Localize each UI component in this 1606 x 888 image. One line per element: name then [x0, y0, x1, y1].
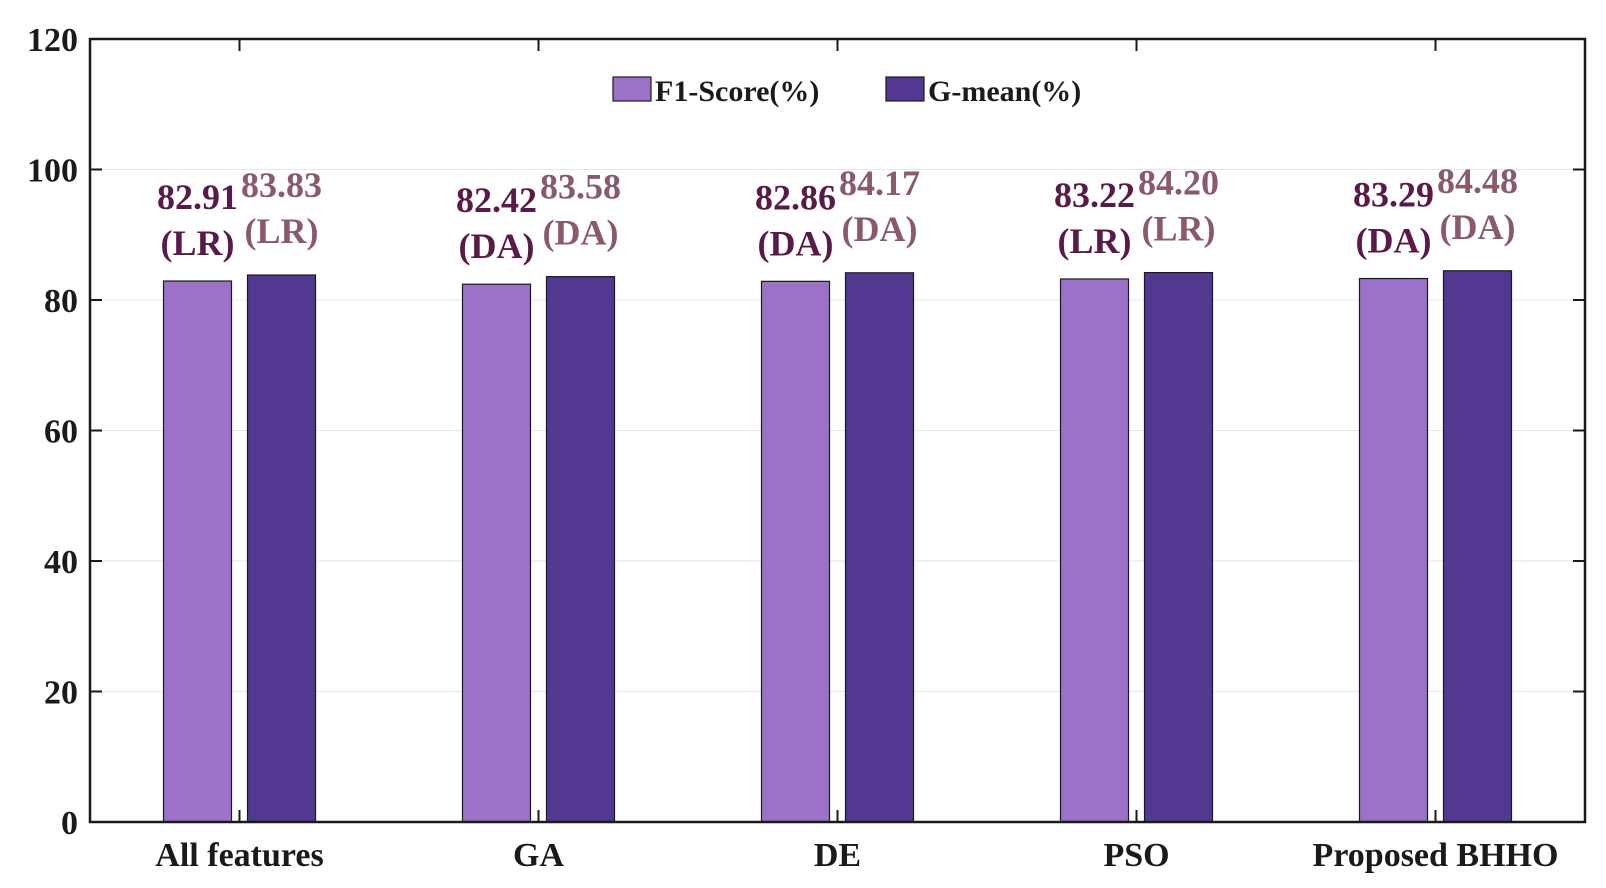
bar-g-mean--1 [545, 276, 616, 823]
data-method-label: (LR) [1058, 221, 1132, 261]
data-value-label: 83.58 [540, 167, 621, 207]
bar-g-mean--3 [1143, 271, 1214, 823]
x-category-label: GA [513, 837, 564, 874]
axis-ticks: 0 20 40 60 80 100 120 All features GA DE PSO Propos… [27, 22, 1585, 874]
data-value-label: 84.20 [1138, 163, 1219, 203]
legend: F1-Score(%) G-mean(%) [612, 75, 1081, 108]
data-method-label: (LR) [245, 211, 319, 251]
data-value-label: 82.91 [157, 177, 238, 217]
data-method-label: (DA) [459, 226, 535, 266]
bars [162, 270, 1513, 823]
data-method-label: (LR) [1142, 209, 1216, 249]
data-value-label: 82.42 [456, 180, 537, 220]
y-tick-label: 120 [27, 22, 78, 59]
x-category-label: All features [155, 837, 323, 874]
bar-f1-score--4 [1358, 277, 1429, 823]
x-category-label: Proposed BHHO [1313, 837, 1559, 874]
data-value-label: 82.86 [755, 177, 836, 217]
legend-entry-label: F1-Score(%) [655, 75, 819, 108]
y-tick-label: 100 [27, 153, 78, 190]
bar-g-mean--4 [1442, 270, 1513, 823]
data-value-label: 83.83 [241, 165, 322, 205]
x-category-label: PSO [1103, 837, 1169, 874]
bar-f1-score--3 [1059, 278, 1130, 823]
data-value-label: 83.29 [1353, 175, 1434, 215]
bar-f1-score--0 [162, 280, 233, 823]
bar-f1-score--2 [760, 280, 831, 823]
data-method-label: (DA) [543, 213, 619, 253]
data-value-label: 83.22 [1054, 175, 1135, 215]
y-tick-label: 20 [44, 675, 78, 712]
y-tick-label: 80 [44, 283, 78, 320]
grid-lines [90, 169, 1585, 692]
data-value-label: 84.48 [1437, 161, 1518, 201]
legend-swatch [885, 76, 925, 102]
x-category-label: DE [814, 837, 861, 874]
legend-entry-label: G-mean(%) [928, 75, 1081, 108]
data-value-label: 84.17 [839, 163, 920, 203]
y-tick-label: 0 [61, 805, 78, 842]
data-method-label: (LR) [161, 223, 235, 263]
y-tick-label: 60 [44, 414, 78, 451]
data-labels: 82.91(LR)83.83(LR)82.42(DA)83.58(DA)82.8… [157, 161, 1518, 266]
legend-swatch [612, 76, 652, 102]
bar-g-mean--2 [844, 272, 915, 823]
data-method-label: (DA) [1440, 207, 1516, 247]
data-method-label: (DA) [842, 209, 918, 249]
bar-f1-score--1 [461, 283, 532, 823]
y-tick-label: 40 [44, 544, 78, 581]
data-method-label: (DA) [758, 223, 834, 263]
bar-g-mean--0 [246, 274, 317, 823]
data-method-label: (DA) [1356, 221, 1432, 261]
